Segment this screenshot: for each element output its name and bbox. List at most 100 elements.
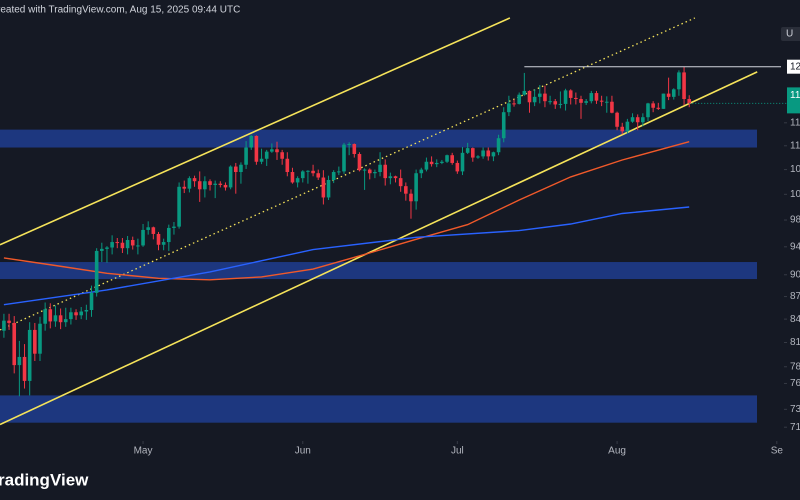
last-price-label: 11 — [790, 90, 800, 101]
candle-body — [450, 155, 454, 163]
candle-body — [197, 181, 202, 190]
high-price-box — [787, 59, 800, 74]
y-tick-label: 81 — [790, 337, 800, 348]
candle-body — [579, 99, 583, 103]
candle-body — [517, 94, 521, 104]
candle-body — [486, 150, 491, 157]
candle-body — [522, 90, 527, 95]
candle-body — [440, 161, 444, 163]
candle-body — [646, 103, 650, 118]
candle-body — [141, 229, 145, 246]
candle-body — [161, 242, 166, 245]
candle-body — [136, 245, 140, 247]
candle-body — [110, 242, 114, 248]
candle-body — [378, 164, 382, 173]
candle-body — [589, 93, 594, 102]
candle-body — [48, 309, 53, 322]
candle-body — [594, 93, 599, 101]
trendline — [0, 17, 511, 246]
candle-body — [584, 101, 588, 103]
candle-body — [429, 161, 434, 165]
candle-body — [275, 149, 279, 153]
candle-body — [280, 152, 284, 159]
candle-body — [501, 112, 506, 139]
candle-body — [568, 90, 573, 98]
candle-body — [527, 90, 532, 103]
candle-body — [471, 148, 475, 158]
candle-body — [208, 181, 212, 185]
candle-body — [33, 329, 37, 354]
y-tick-label: 90 — [790, 269, 800, 280]
currency-button-label: U — [786, 29, 793, 40]
candle-body — [641, 117, 645, 123]
candle-body — [53, 315, 58, 322]
y-tick-label: 73 — [790, 404, 800, 415]
candle-body — [496, 138, 501, 153]
candle-body — [434, 162, 439, 165]
candle-body — [677, 72, 681, 90]
plot-area — [0, 17, 781, 426]
candle-body — [79, 311, 84, 316]
moving-average — [3, 141, 690, 281]
support-zone — [0, 395, 757, 423]
y-tick-label: 10 — [790, 164, 800, 175]
y-tick-label: 11 — [790, 140, 800, 151]
candle-body — [151, 227, 156, 234]
candle-body — [424, 161, 429, 170]
candle-body — [512, 103, 516, 105]
candle-body — [682, 72, 686, 100]
candle-body — [635, 117, 640, 123]
candle-body — [2, 320, 6, 331]
moving-average — [3, 206, 690, 306]
y-tick-label: 10 — [790, 189, 800, 200]
trendline — [0, 71, 758, 426]
candle-body — [120, 242, 125, 249]
candle-body — [254, 135, 259, 162]
candle-body — [574, 97, 578, 100]
candle-body — [22, 356, 27, 381]
candle-body — [7, 320, 11, 323]
logo: radingView — [0, 470, 89, 489]
candle-body — [156, 233, 161, 245]
candle-body — [651, 103, 655, 108]
support-zone — [0, 262, 757, 280]
candle-body — [398, 178, 403, 187]
candle-body — [553, 101, 558, 105]
x-tick-label: Jun — [295, 446, 311, 457]
x-tick-label: Jul — [451, 446, 464, 457]
candle-body — [290, 172, 295, 183]
candle-body — [146, 227, 150, 230]
candle-body — [270, 149, 274, 152]
candle-body — [259, 158, 264, 162]
candle-body — [74, 312, 78, 316]
candle-body — [316, 173, 321, 178]
candle-body — [342, 144, 346, 172]
candle-body — [27, 329, 32, 381]
currency-button[interactable] — [781, 27, 800, 41]
candle-body — [89, 292, 94, 310]
candle-body — [656, 107, 661, 109]
candle-body — [352, 144, 357, 155]
candle-body — [671, 89, 676, 97]
candle-body — [300, 171, 305, 179]
candle-body — [17, 356, 22, 366]
y-tick-label: 98 — [790, 215, 800, 226]
y-tick-label: 94 — [790, 241, 800, 252]
candle-body — [223, 184, 228, 188]
candle-body — [167, 227, 171, 243]
candle-body — [661, 93, 666, 109]
y-tick-label: 11 — [790, 117, 800, 128]
candle-body — [187, 178, 192, 189]
candle-body — [228, 166, 233, 188]
candle-body — [182, 186, 187, 189]
candle-body — [239, 164, 243, 173]
header-text: reated with TradingView.com, Aug 15, 202… — [0, 5, 240, 16]
candle-body — [666, 93, 671, 97]
candle-body — [130, 240, 135, 246]
candle-body — [625, 121, 630, 132]
x-tick-label: Se — [771, 446, 784, 457]
candle-body — [481, 150, 485, 157]
candle-body — [192, 178, 197, 182]
